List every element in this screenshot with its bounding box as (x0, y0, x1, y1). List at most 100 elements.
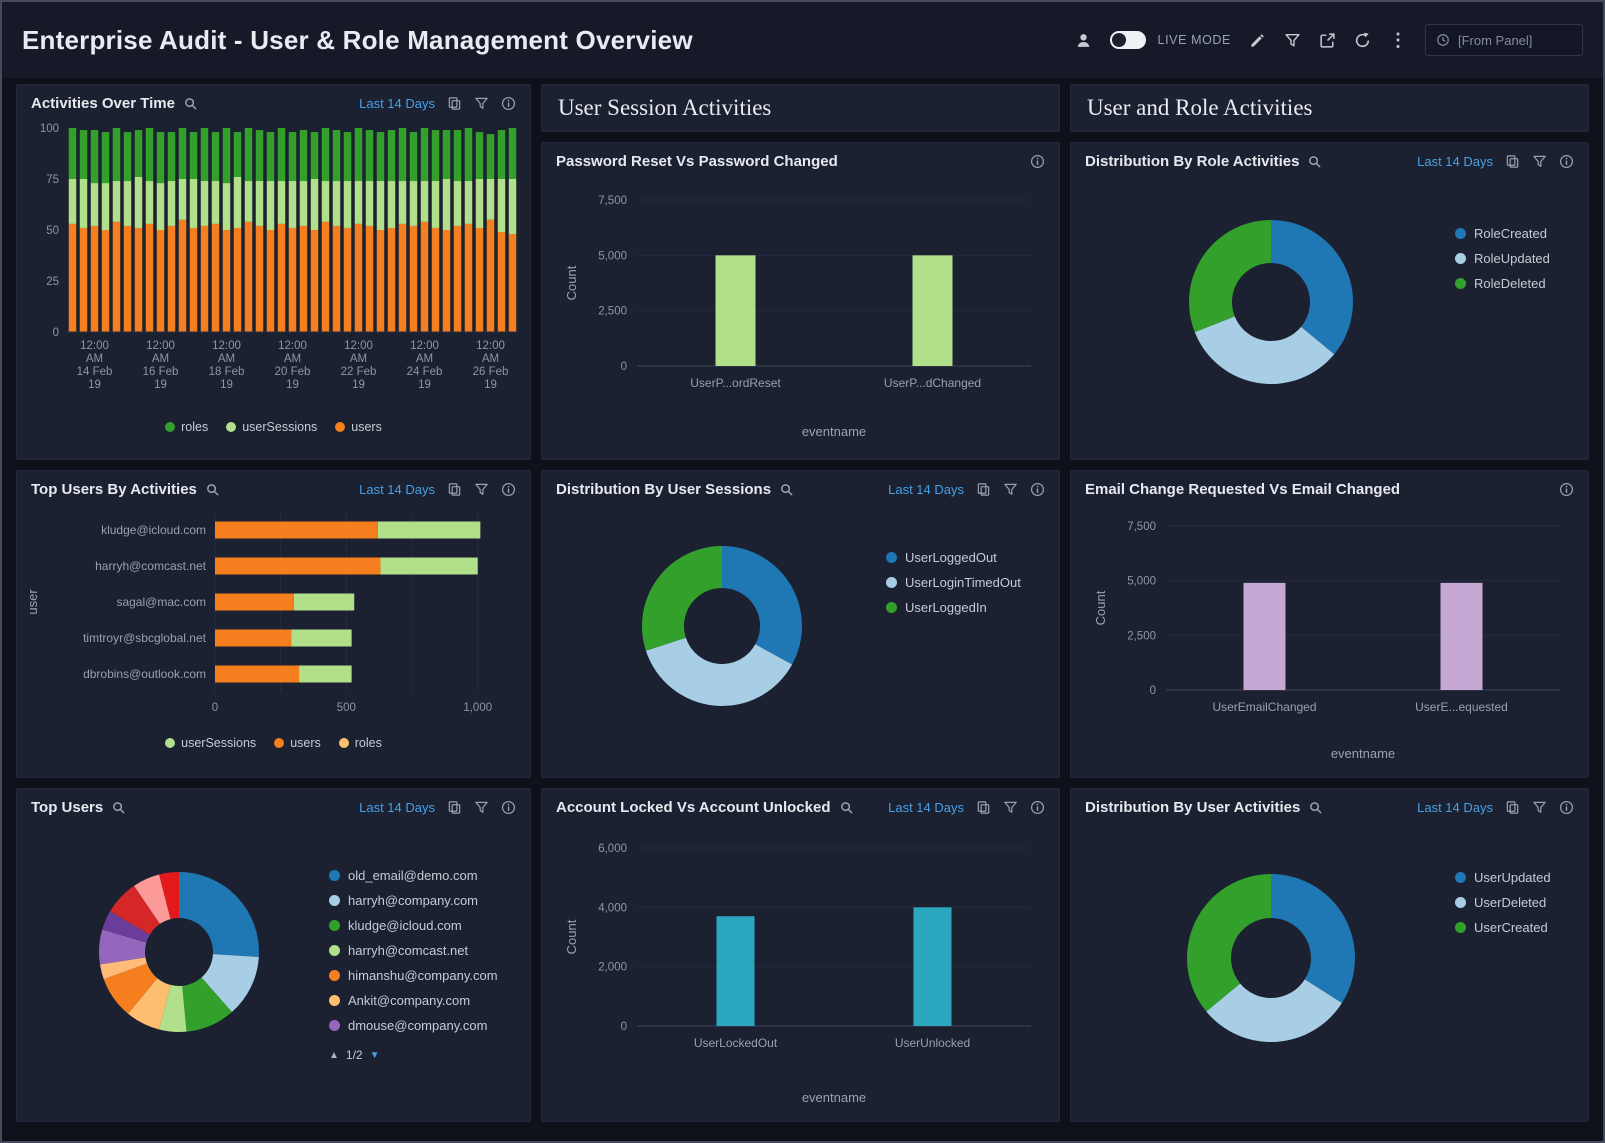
copy-icon[interactable] (447, 96, 462, 111)
clock-icon (1436, 33, 1450, 47)
legend-swatch (274, 738, 285, 748)
info-icon[interactable] (501, 96, 516, 111)
copy-icon[interactable] (447, 482, 462, 497)
svg-text:7,500: 7,500 (1127, 521, 1156, 533)
legend-swatch (329, 870, 340, 881)
legend-item[interactable]: roles (165, 420, 208, 434)
more-menu-icon[interactable]: ⋮ (1389, 30, 1407, 50)
legend-item[interactable]: UserLoginTimedOut (886, 575, 1021, 590)
info-icon[interactable] (1030, 482, 1045, 497)
time-range-link[interactable]: Last 14 Days (888, 800, 964, 815)
time-range-link[interactable]: Last 14 Days (359, 96, 435, 111)
zoom-icon[interactable] (779, 482, 794, 497)
refresh-icon[interactable] (1354, 32, 1371, 49)
legend-label: himanshu@company.com (348, 968, 498, 983)
info-icon[interactable] (1559, 800, 1574, 815)
legend-item[interactable]: users (274, 736, 321, 750)
info-icon[interactable] (1030, 154, 1045, 169)
legend-item[interactable]: UserLoggedIn (886, 600, 1021, 615)
svg-text:25: 25 (46, 276, 59, 288)
time-range-link[interactable]: Last 14 Days (359, 800, 435, 815)
legend-item[interactable]: UserCreated (1455, 920, 1551, 935)
legend-label: roles (181, 420, 209, 434)
svg-text:UserP...ordReset: UserP...ordReset (690, 376, 781, 390)
zoom-icon[interactable] (111, 800, 126, 815)
legend-item[interactable]: RoleDeleted (1455, 276, 1550, 291)
account-locked-chart: 0 2,000 4,000 6,000 UserLockedOut UserUnlocke… (564, 843, 1031, 1105)
legend-item[interactable]: userSessions (226, 420, 317, 434)
from-panel-select[interactable]: [From Panel] (1425, 24, 1583, 56)
filter-icon[interactable] (1003, 482, 1018, 497)
chart-legend: UserUpdated UserDeleted UserCreated (1455, 870, 1551, 935)
svg-text:100: 100 (40, 123, 59, 135)
zoom-icon[interactable] (183, 96, 198, 111)
user-icon[interactable] (1075, 32, 1092, 49)
time-range-link[interactable]: Last 14 Days (1417, 154, 1493, 169)
panel-password-reset-vs-password-changed: Password Reset Vs Password Changed 0 2,50… (541, 142, 1060, 460)
legend-item[interactable]: RoleCreated (1455, 226, 1550, 241)
live-mode-toggle[interactable] (1109, 31, 1146, 49)
dashboard-grid: Activities Over Time Last 14 Days 0 25 50 7… (2, 78, 1603, 1136)
legend-item[interactable]: himanshu@company.com (329, 968, 498, 983)
legend-item[interactable]: UserDeleted (1455, 895, 1551, 910)
filter-icon[interactable] (474, 96, 489, 111)
copy-icon[interactable] (976, 482, 991, 497)
info-icon[interactable] (1559, 154, 1574, 169)
svg-text:AM: AM (482, 353, 499, 365)
info-icon[interactable] (501, 800, 516, 815)
share-icon[interactable] (1319, 32, 1336, 49)
from-panel-label: [From Panel] (1458, 32, 1533, 48)
filter-icon[interactable] (1532, 800, 1547, 815)
copy-icon[interactable] (976, 800, 991, 815)
svg-text:12:00: 12:00 (344, 340, 373, 352)
legend-item[interactable]: RoleUpdated (1455, 251, 1550, 266)
legend-label: RoleCreated (1474, 226, 1547, 241)
svg-text:50: 50 (46, 225, 59, 237)
filter-icon[interactable] (474, 800, 489, 815)
panel-distribution-by-user-activities: Distribution By User Activities Last 14 … (1070, 788, 1589, 1122)
legend-next-icon[interactable]: ▼ (369, 1049, 380, 1061)
legend-item[interactable]: harryh@comcast.net (329, 943, 498, 958)
svg-text:18 Feb: 18 Feb (209, 366, 245, 378)
legend-item[interactable]: UserLoggedOut (886, 550, 1021, 565)
svg-text:12:00: 12:00 (278, 340, 307, 352)
edit-icon[interactable] (1249, 32, 1266, 49)
time-range-link[interactable]: Last 14 Days (359, 482, 435, 497)
legend-label: UserLoggedOut (905, 550, 997, 565)
info-icon[interactable] (501, 482, 516, 497)
legend-item[interactable]: userSessions (165, 736, 256, 750)
copy-icon[interactable] (1505, 154, 1520, 169)
time-range-link[interactable]: Last 14 Days (1417, 800, 1493, 815)
filter-icon[interactable] (1532, 154, 1547, 169)
info-icon[interactable] (1030, 800, 1045, 815)
legend-item[interactable]: UserUpdated (1455, 870, 1551, 885)
copy-icon[interactable] (1505, 800, 1520, 815)
time-range-link[interactable]: Last 14 Days (888, 482, 964, 497)
legend-swatch (1455, 278, 1466, 289)
panel-top-users-by-activities: Top Users By Activities Last 14 Days 0 50… (16, 470, 531, 778)
info-icon[interactable] (1559, 482, 1574, 497)
legend-item[interactable]: Ankit@company.com (329, 993, 498, 1008)
legend-prev-icon[interactable]: ▲ (329, 1049, 339, 1061)
legend-item[interactable]: kludge@icloud.com (329, 918, 498, 933)
filter-icon[interactable] (1284, 32, 1301, 49)
legend-swatch (1455, 872, 1466, 883)
zoom-icon[interactable] (205, 482, 220, 497)
panel-account-locked-vs-account-unlocked: Account Locked Vs Account Unlocked Last … (541, 788, 1060, 1122)
legend-item[interactable]: dmouse@company.com (329, 1018, 498, 1033)
legend-item[interactable]: harryh@company.com (329, 893, 498, 908)
zoom-icon[interactable] (1308, 800, 1323, 815)
filter-icon[interactable] (474, 482, 489, 497)
password-reset-chart: 0 2,500 5,000 7,500 UserP...ordReset UserP...… (564, 195, 1031, 439)
zoom-icon[interactable] (1307, 154, 1322, 169)
filter-icon[interactable] (1003, 800, 1018, 815)
svg-text:12:00: 12:00 (212, 340, 241, 352)
user-activities-donut (1187, 874, 1355, 1042)
copy-icon[interactable] (447, 800, 462, 815)
zoom-icon[interactable] (839, 800, 854, 815)
legend-item[interactable]: users (335, 420, 382, 434)
legend-item[interactable]: old_email@demo.com (329, 868, 498, 883)
svg-text:Count: Count (564, 919, 579, 954)
legend-item[interactable]: roles (338, 736, 382, 750)
svg-text:2,500: 2,500 (1127, 630, 1156, 642)
